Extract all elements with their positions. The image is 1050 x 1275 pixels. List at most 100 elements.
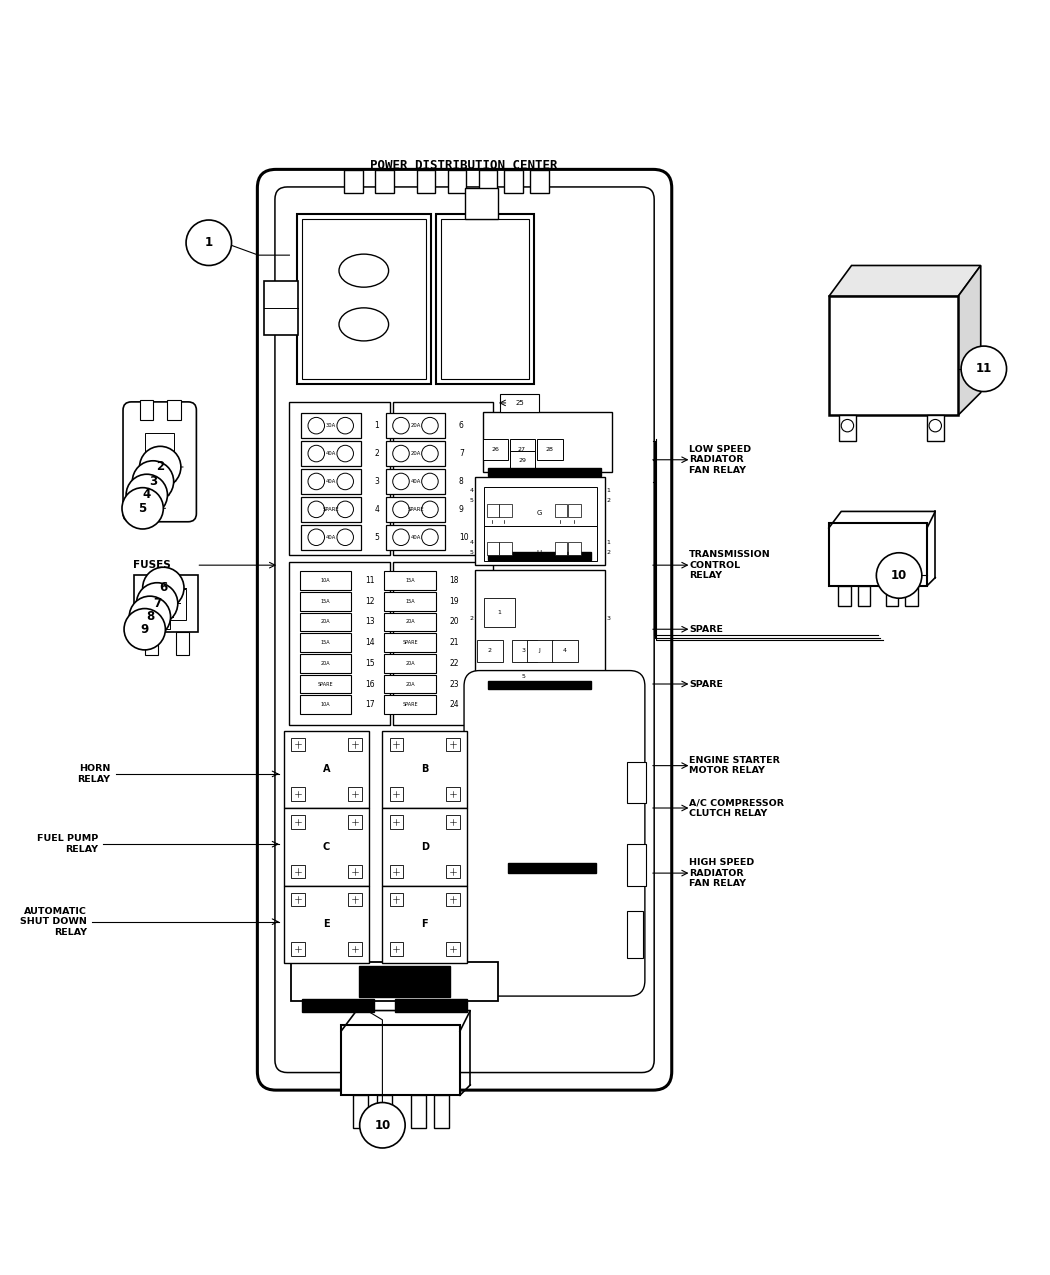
Bar (384, 634, 436, 652)
Bar (395, 1000, 467, 1011)
Text: ENGINE STARTER
MOTOR RELAY: ENGINE STARTER MOTOR RELAY (689, 756, 780, 775)
Bar (385, 469, 445, 493)
Text: 20A: 20A (405, 620, 415, 625)
Text: SPARE: SPARE (407, 507, 424, 511)
Text: 1: 1 (607, 539, 610, 544)
Circle shape (140, 446, 181, 487)
Bar (500, 394, 540, 412)
Text: 12: 12 (364, 597, 375, 606)
Bar (627, 844, 646, 886)
Bar (292, 892, 304, 907)
Text: 20: 20 (449, 617, 459, 626)
Circle shape (393, 501, 410, 518)
Bar (905, 585, 918, 607)
Text: LOW SPEED
RADIATOR
FAN RELAY: LOW SPEED RADIATOR FAN RELAY (689, 445, 752, 474)
Text: 20A: 20A (320, 620, 331, 625)
Circle shape (143, 567, 184, 608)
Bar (292, 738, 304, 751)
Circle shape (308, 501, 324, 518)
Text: 18: 18 (449, 576, 459, 585)
FancyBboxPatch shape (123, 402, 196, 521)
Text: 11: 11 (975, 362, 992, 375)
Bar (488, 681, 591, 690)
Text: 1: 1 (205, 236, 213, 249)
Bar (484, 598, 514, 627)
Text: 4: 4 (469, 488, 474, 493)
Bar (828, 523, 927, 585)
Bar (297, 214, 430, 384)
Bar (446, 864, 460, 878)
Bar (446, 815, 460, 829)
Text: SPARE: SPARE (318, 682, 334, 686)
Text: 15A: 15A (405, 578, 415, 583)
Bar (145, 434, 173, 482)
Bar (140, 400, 153, 421)
Text: 16: 16 (321, 733, 330, 738)
Text: 4: 4 (469, 539, 474, 544)
Text: 11: 11 (364, 576, 375, 585)
Bar (359, 966, 449, 997)
Bar (134, 575, 198, 632)
Bar (446, 738, 460, 751)
Bar (301, 219, 426, 379)
Bar (285, 731, 369, 808)
Bar (349, 788, 362, 801)
Bar (838, 585, 851, 607)
Bar (299, 674, 352, 694)
Text: 10: 10 (891, 569, 907, 581)
Bar (354, 1095, 368, 1128)
Bar (509, 439, 536, 460)
Bar (285, 886, 369, 963)
Bar (390, 788, 403, 801)
Bar (441, 219, 529, 379)
Text: 14: 14 (364, 639, 375, 648)
Text: 23: 23 (449, 680, 459, 688)
Text: AUTOMATIC
SHUT DOWN
RELAY: AUTOMATIC SHUT DOWN RELAY (20, 907, 87, 937)
Text: 8: 8 (146, 611, 154, 623)
Text: POWER DISTRIBUTION CENTER: POWER DISTRIBUTION CENTER (371, 159, 558, 172)
Circle shape (126, 474, 167, 515)
Text: 6: 6 (160, 581, 167, 594)
Bar (555, 504, 567, 516)
Bar (285, 808, 369, 886)
Circle shape (124, 608, 166, 650)
Bar (349, 864, 362, 878)
Bar (384, 654, 436, 673)
Bar (384, 674, 436, 694)
FancyBboxPatch shape (257, 170, 672, 1090)
Text: 10: 10 (459, 533, 468, 542)
Bar (384, 592, 436, 611)
Circle shape (132, 460, 173, 502)
Bar (299, 695, 352, 714)
Bar (476, 477, 605, 565)
Circle shape (841, 419, 854, 432)
Text: 1: 1 (498, 611, 501, 616)
FancyBboxPatch shape (464, 671, 645, 996)
Text: 9: 9 (141, 622, 149, 636)
Bar (385, 497, 445, 521)
Bar (300, 441, 361, 465)
Circle shape (186, 221, 232, 265)
Circle shape (122, 487, 164, 529)
Text: FUEL PUMP
RELAY: FUEL PUMP RELAY (37, 834, 99, 854)
Text: 2: 2 (607, 497, 611, 502)
Circle shape (337, 501, 354, 518)
Circle shape (308, 473, 324, 490)
Circle shape (337, 417, 354, 434)
FancyBboxPatch shape (275, 187, 654, 1072)
Bar (393, 402, 492, 555)
Text: SPARE: SPARE (402, 640, 418, 645)
Bar (555, 542, 567, 555)
Circle shape (360, 1103, 405, 1148)
Bar (627, 761, 646, 803)
Text: E: E (323, 919, 330, 929)
Bar (299, 654, 352, 673)
Text: 15A: 15A (320, 640, 331, 645)
Bar (385, 525, 445, 550)
Text: 40A: 40A (326, 479, 336, 484)
Bar (488, 552, 591, 560)
Circle shape (393, 445, 410, 462)
Bar (483, 439, 508, 460)
Bar (446, 942, 460, 956)
Bar (349, 815, 362, 829)
